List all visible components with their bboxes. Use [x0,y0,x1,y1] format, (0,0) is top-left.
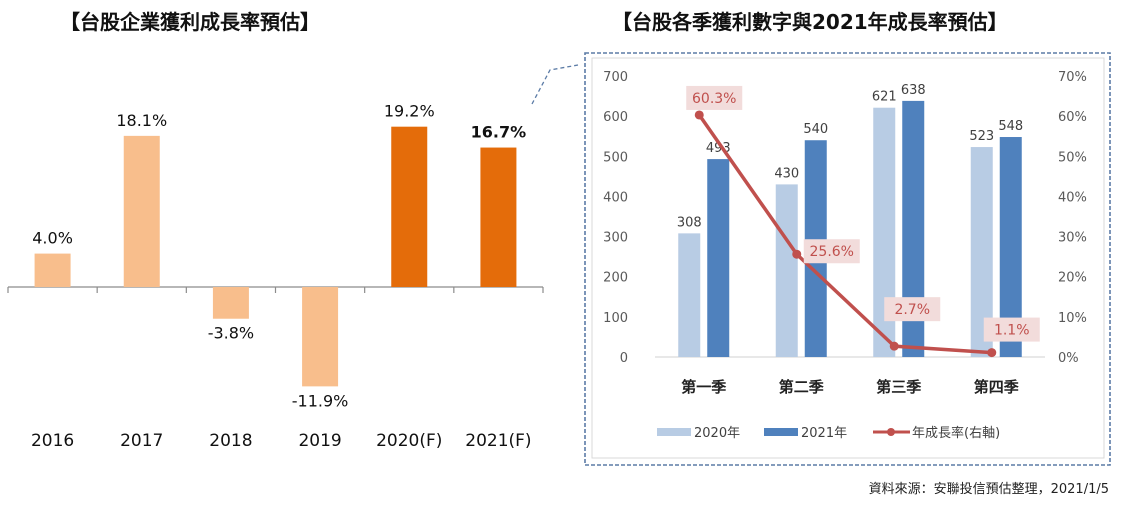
growth-point [694,110,704,120]
data-label: 16.7% [471,123,527,142]
bar-2018 [212,287,249,319]
right-chart-title: 【台股各季獲利數字與2021年成長率預估】 [612,10,1008,34]
y2-tick-label: 20% [1058,271,1087,286]
source-note: 資料來源：安聯投信預估整理，2021/1/5 [868,482,1109,497]
legend-label: 年成長率(右軸) [912,425,1000,441]
growth-point [987,348,997,358]
bar-data-label: 430 [774,166,799,181]
right-chart: 0 100 200 300 400 500 600 700 0% 10% 20% 30% 40% 50% 6… [603,70,1087,441]
legend-swatch-2020 [657,428,691,436]
growth-label-bg [686,85,743,110]
y-tick-label: 700 [603,70,628,85]
bar-2019 [302,287,339,387]
legend-swatch-marker [887,428,895,436]
y-tick-label: 500 [603,150,628,165]
x-tick-label: 第一季 [681,378,726,396]
bar-2021(F) [480,147,517,287]
data-label: 18.1% [116,111,167,130]
growth-data-label: 1.1% [994,323,1030,339]
y2-tick-label: 40% [1058,190,1087,205]
bar-2016 [34,253,71,287]
growth-label-bg [983,317,1040,342]
y-tick-label: 200 [603,271,628,286]
growth-label-bg [803,239,860,264]
bar-data-label: 540 [803,122,828,137]
y2-tick-label: 0% [1058,351,1079,366]
x-tick-label: 2017 [120,431,163,451]
growth-data-label: 25.6% [810,244,854,260]
bar-2017 [123,135,160,287]
x-tick-label: 2020(F) [376,431,442,451]
y-tick-label: 100 [603,311,628,326]
growth-line [697,113,992,355]
x-tick-label: 2021(F) [465,431,531,451]
growth-data-label: 60.3% [692,91,736,107]
y-tick-label: 0 [620,351,628,366]
y2-tick-label: 70% [1058,70,1087,85]
y-tick-label: 600 [603,110,628,125]
x-tick-label: 第四季 [974,378,1019,396]
growth-point [889,341,899,351]
legend-label: 2020年 [694,426,740,441]
data-label: -11.9% [292,391,349,410]
legend-label: 2021年 [801,426,847,441]
bar-data-label: 548 [998,119,1023,134]
data-label: 19.2% [384,102,435,121]
growth-point [792,249,802,259]
bar-2020年-第四季 [970,147,993,357]
y2-tick-label: 30% [1058,231,1087,246]
x-tick-label: 2018 [209,431,252,451]
bar-data-label: 308 [677,215,702,230]
bar-data-label: 638 [901,83,926,98]
x-tick-label: 2016 [31,431,74,451]
right-chart-frame [584,52,1111,466]
bar-2021年-第三季 [902,100,925,357]
left-chart-title: 【台股企業獲利成長率預估】 [60,10,320,34]
x-tick-label: 第三季 [876,378,921,396]
bar-2020年-第三季 [873,107,896,357]
y2-tick-label: 10% [1058,311,1087,326]
bar-2021年-第四季 [999,137,1022,357]
y2-tick-label: 60% [1058,110,1087,125]
left-chart: 4.0% 2016 18.1% 2017 -3.8% 2018 -11.9% 2019 19.2… [7,102,544,451]
bar-data-label: 523 [969,129,994,144]
bar-2021年-第一季 [707,159,730,357]
bar-2020年-第一季 [678,233,701,357]
x-tick-label: 2019 [298,431,341,451]
bar-2020年-第二季 [775,184,798,357]
growth-label-bg [884,297,941,322]
bar-data-label: 621 [872,90,897,105]
data-label: -3.8% [208,324,254,343]
callout-connector [531,64,579,105]
y-tick-label: 400 [603,190,628,205]
y2-tick-label: 50% [1058,150,1087,165]
bar-2020(F) [391,126,428,288]
x-tick-label: 第二季 [779,378,824,396]
legend-swatch-2021 [764,428,798,436]
data-label: 4.0% [32,229,73,248]
y-tick-label: 300 [603,231,628,246]
growth-data-label: 2.7% [894,302,930,318]
